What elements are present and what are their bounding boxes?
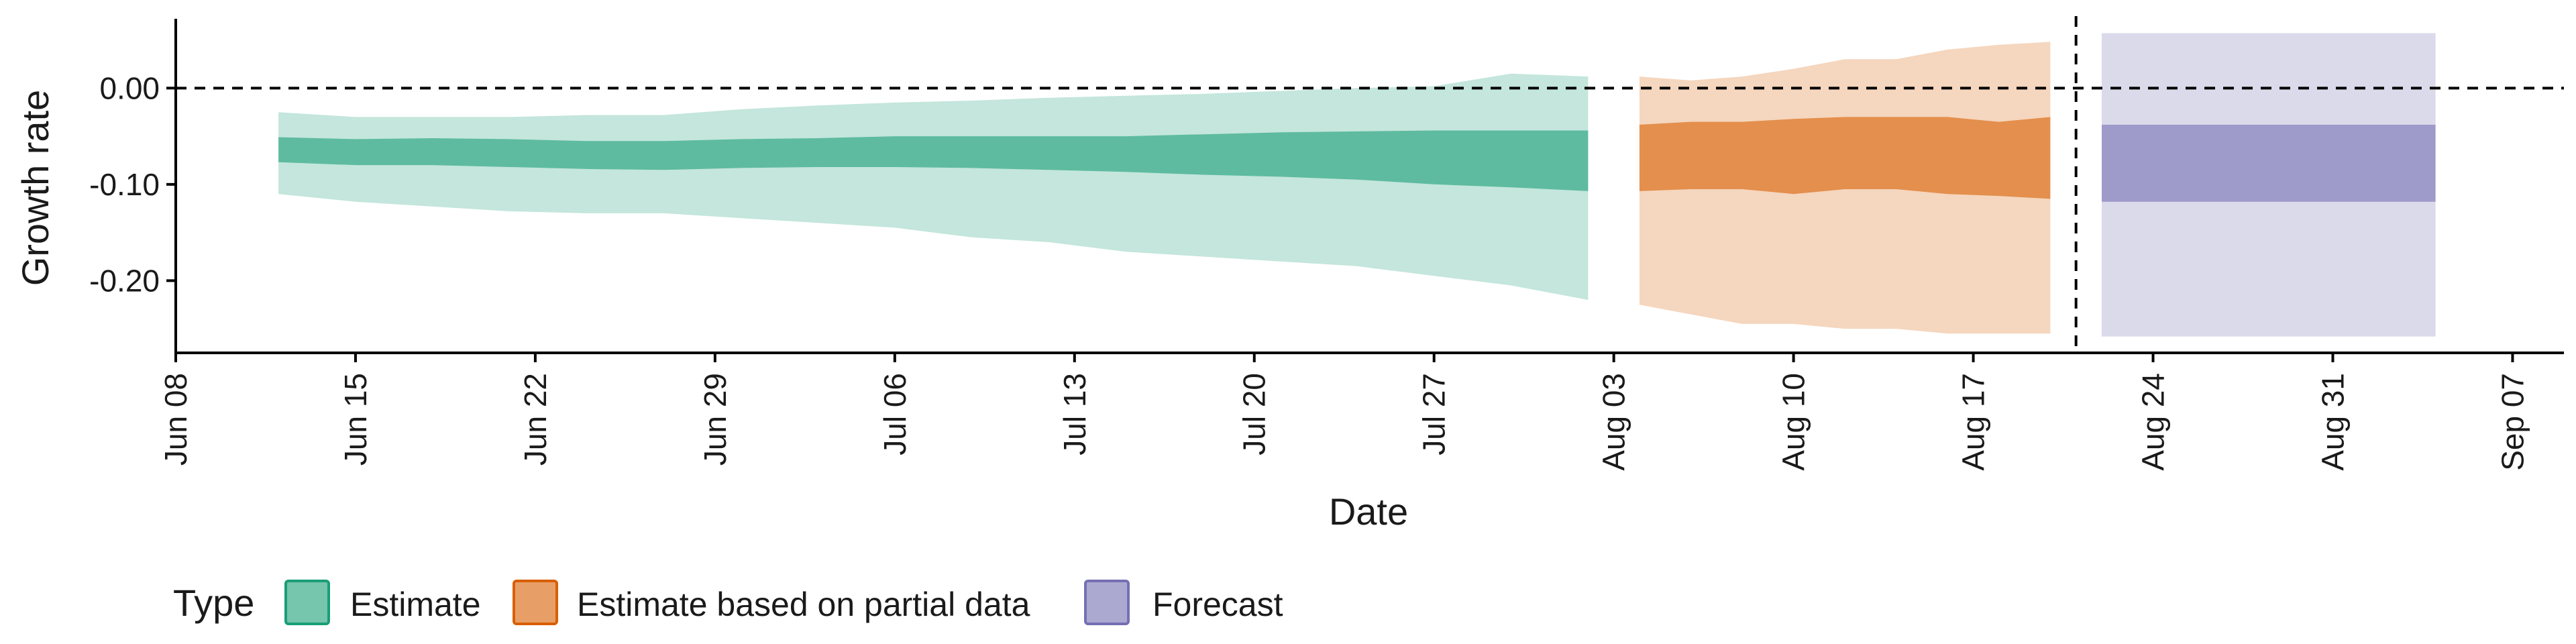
y-axis-title: Growth rate (14, 90, 56, 286)
band-50-partial (1639, 117, 2051, 199)
x-tick-label: Jun 29 (698, 373, 733, 466)
band-50-forecast (2102, 124, 2436, 202)
x-tick-label: Jul 27 (1417, 373, 1452, 455)
legend-title: Type (173, 582, 254, 624)
legend-swatch-estimate (284, 580, 330, 625)
legend-label-estimate: Estimate (350, 586, 481, 623)
band-50-estimate (278, 130, 1589, 191)
x-axis-title: Date (1329, 490, 1408, 533)
x-tick-label: Jul 13 (1057, 373, 1092, 455)
x-tick-label: Aug 10 (1776, 373, 1811, 471)
legend-swatch-forecast (1084, 580, 1130, 625)
x-tick-label: Aug 31 (2316, 373, 2351, 471)
x-tick-label: Sep 07 (2495, 373, 2530, 471)
plot-area (278, 33, 2436, 337)
x-tick-label: Jun 08 (158, 373, 193, 466)
x-tick-label: Aug 24 (2136, 373, 2171, 471)
legend-label-forecast: Forecast (1152, 586, 1283, 623)
y-tick-label: 0.00 (99, 70, 160, 105)
x-tick-label: Jul 06 (877, 373, 912, 455)
legend-swatch-partial (513, 580, 558, 625)
x-tick-label: Jun 15 (338, 373, 373, 466)
y-tick-label: -0.10 (89, 167, 160, 202)
legend-label-partial: Estimate based on partial data (577, 586, 1030, 623)
legend: Type Estimate Estimate based on partial … (173, 580, 1283, 625)
x-tick-label: Aug 17 (1956, 373, 1991, 471)
x-tick-label: Jun 22 (518, 373, 553, 466)
band-90-estimate (278, 73, 1589, 301)
reference-lines (176, 16, 2564, 353)
x-tick-label: Aug 03 (1597, 373, 1631, 471)
axes: 0.00 -0.10 -0.20 Jun 08 Jun 15 Jun 22 Jun 29 Ju… (89, 19, 2564, 471)
x-tick-label: Jul 20 (1237, 373, 1272, 455)
y-tick-label: -0.20 (89, 263, 160, 298)
